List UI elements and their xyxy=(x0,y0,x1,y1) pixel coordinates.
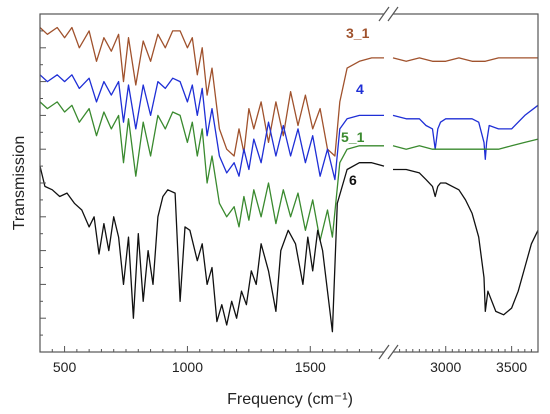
series-line-4-left xyxy=(39,74,384,181)
series-line-6-left xyxy=(39,162,385,333)
plot-frame xyxy=(39,13,539,353)
x-tick-label-1500: 1500 xyxy=(295,359,326,375)
series-line-3-1-left xyxy=(39,26,384,157)
axis-break-gap-top xyxy=(384,7,393,21)
y-axis-title: Transmission xyxy=(11,136,28,231)
series-labels: 3_1 4 5_1 6 xyxy=(341,25,370,188)
x-axis-break-marker xyxy=(378,6,399,360)
x-tick-label-3000: 3000 xyxy=(430,359,461,375)
series-label-5-1: 5_1 xyxy=(341,129,365,145)
axis-break-slash-bottom-2 xyxy=(387,344,399,360)
x-tick-label-500: 500 xyxy=(53,359,77,375)
axis-break-slash-top-2 xyxy=(387,6,399,22)
axis-break-slash-top-1 xyxy=(378,6,390,22)
x-tick-label-1000: 1000 xyxy=(172,359,203,375)
x-tick-label-3500: 3500 xyxy=(496,359,527,375)
series-layer xyxy=(39,26,539,333)
series-line-5-1-left xyxy=(39,101,384,242)
x-axis-title: Frequency (cm⁻¹) xyxy=(227,391,353,408)
series-line-5-1-right xyxy=(392,138,539,150)
series-label-3-1: 3_1 xyxy=(346,25,370,41)
axis-break-gap xyxy=(384,345,393,359)
y-axis-ticks xyxy=(40,13,46,353)
axis-break-slash-bottom-1 xyxy=(378,344,390,360)
series-line-6-right xyxy=(393,168,539,316)
series-line-4-right xyxy=(392,104,539,160)
series-label-6: 6 xyxy=(349,172,357,188)
x-axis-ticks: 500 1000 1500 3000 3500 xyxy=(51,346,532,375)
series-line-3-1-right xyxy=(392,57,538,62)
series-label-4: 4 xyxy=(356,81,364,97)
